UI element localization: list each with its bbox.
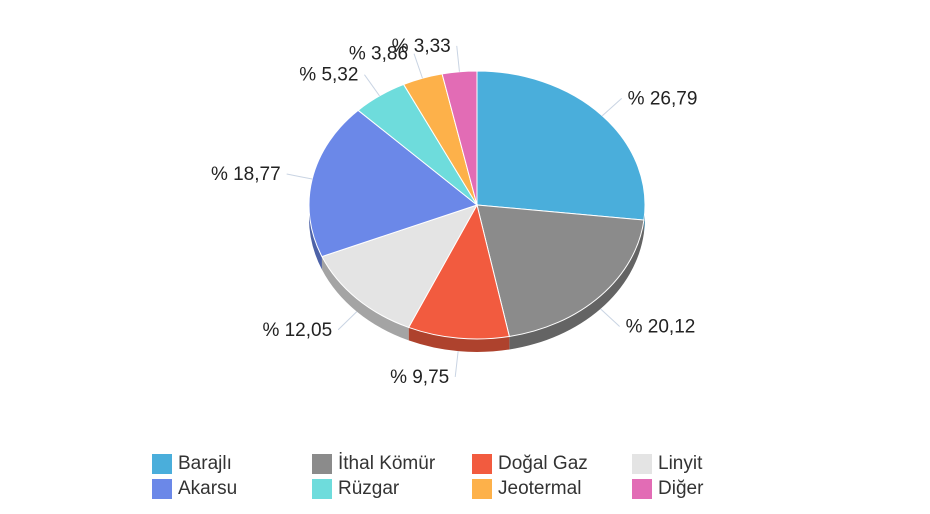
data-label-dogal-gaz: % 9,75 [390, 367, 449, 388]
legend-label: Barajlı [178, 453, 232, 474]
pie-side-ithal-komur [509, 220, 644, 350]
legend-swatch [312, 454, 332, 474]
pie-side-walls [309, 205, 645, 352]
legend-item-barajli[interactable]: Barajlı [152, 453, 232, 475]
legend-label: Akarsu [178, 478, 238, 499]
data-label-akarsu: % 18,77 [211, 164, 281, 185]
data-label-ruzgar: % 5,32 [299, 65, 358, 86]
pie-slice-akarsu[interactable] [308, 109, 479, 258]
data-label-linyit: % 12,05 [262, 320, 332, 341]
legend-swatch [632, 479, 652, 499]
legend-label: Diğer [658, 478, 704, 499]
legend-item-dogal-gaz[interactable]: Doğal Gaz [472, 453, 588, 475]
leader-line-akarsu [286, 173, 313, 180]
pie-side-linyit [321, 256, 409, 341]
data-label-barajli: % 26,79 [628, 88, 698, 109]
leader-line-ruzgar [364, 74, 380, 97]
pie-slice-linyit[interactable] [321, 204, 479, 329]
legend-item-ithal-komur[interactable]: İthal Kömür [312, 453, 435, 475]
leader-line-linyit [337, 311, 358, 331]
legend-swatch [472, 454, 492, 474]
legend-swatch [472, 479, 492, 499]
legend-label: Jeotermal [498, 478, 582, 499]
data-label-diger: % 3,33 [392, 36, 451, 57]
leader-line-dogal-gaz [454, 351, 459, 378]
chart-legend: Barajlı İthal Kömür Doğal Gaz Linyit Akarsu R… [152, 453, 872, 505]
legend-item-jeotermal[interactable]: Jeotermal [472, 478, 581, 500]
legend-item-ruzgar[interactable]: Rüzgar [312, 478, 399, 500]
legend-swatch [152, 454, 172, 474]
leader-line-ithal-komur [600, 308, 620, 327]
legend-swatch [312, 479, 332, 499]
leader-line-diger [456, 45, 460, 72]
legend-item-diger[interactable]: Diğer [632, 478, 703, 500]
pie-slice-barajli[interactable] [476, 70, 646, 221]
pie-side-dogal-gaz [408, 327, 510, 352]
data-label-ithal-komur: % 20,12 [626, 316, 696, 337]
legend-label: Linyit [658, 453, 703, 474]
leader-line-jeotermal [413, 53, 423, 79]
legend-label: Rüzgar [338, 478, 400, 499]
leader-line-barajli [601, 98, 623, 117]
pie-side-akarsu [309, 205, 322, 270]
pie-slice-dogal-gaz[interactable] [407, 203, 510, 340]
legend-swatch [152, 479, 172, 499]
legend-swatch [632, 454, 652, 474]
pie-data-labels: % 26,79 % 20,12 % 9,75 % 12,05 % 18,77 % 5,32… [211, 36, 697, 388]
pie-slices [308, 70, 646, 340]
legend-item-akarsu[interactable]: Akarsu [152, 478, 237, 500]
pie-slice-diger[interactable] [441, 70, 478, 206]
legend-label: İthal Kömür [338, 453, 436, 474]
legend-item-linyit[interactable]: Linyit [632, 453, 702, 475]
pie-slice-ithal-komur[interactable] [476, 204, 645, 338]
data-label-jeotermal: % 3,86 [349, 44, 408, 65]
legend-label: Doğal Gaz [498, 453, 588, 474]
